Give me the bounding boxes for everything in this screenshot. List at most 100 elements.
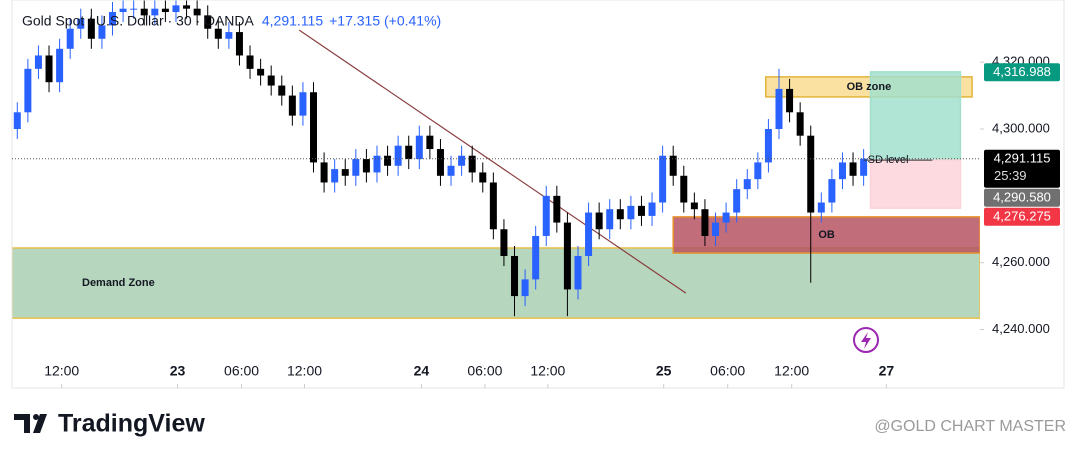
candle-body [542,195,550,236]
candle-body [193,8,201,16]
price-badge-label: 4,291.115 [994,151,1051,166]
candle-body [690,202,698,210]
candle-body [66,28,74,49]
candle-body [299,92,307,116]
price-badge [984,63,1060,82]
candle-body [764,128,772,163]
candle-body [701,209,709,236]
candle-body [838,162,846,180]
price-badge [984,188,1060,207]
candle-body [574,255,582,290]
candle-body [426,135,434,150]
last-price: 4,291.115 [262,13,323,29]
x-tick-label: 12:00 [287,363,322,379]
candle-body [352,159,360,176]
candle-body [140,8,148,16]
brand: TradingView [58,410,205,438]
zone-label: OB zone [847,81,892,93]
candle-body [563,222,571,290]
plot-area [12,0,980,319]
candle-body [669,155,677,176]
y-tick-label: 4,240.000 [992,321,1050,336]
candle-body [225,32,233,39]
candle-body [98,25,106,39]
candle-body [267,75,275,86]
watermark: @GOLD CHART MASTER [874,418,1066,435]
zone [869,159,962,209]
candle-body [56,48,64,83]
tradingview-logo [14,414,47,433]
candle-body [722,212,730,223]
x-tick-label: 23 [170,363,186,379]
price-change: +17.315 (+0.41%) [329,13,441,29]
x-tick-label: 27 [879,363,895,379]
candle-body [394,145,402,166]
candle-body [860,158,868,176]
candle-body [489,182,497,230]
candle-body [532,235,540,280]
candle-body [130,8,138,10]
price-badge-timer: 25:39 [994,168,1027,183]
candle-body [775,88,783,129]
candle-body [648,202,656,216]
candle-body [500,229,508,256]
x-tick-label: 24 [414,363,430,379]
zone [869,71,962,161]
candle-body [637,205,645,216]
candle-body [214,28,222,39]
candle-body [119,8,127,13]
x-tick-label: 12:00 [530,363,565,379]
candle-body [257,68,265,76]
candle-body [521,279,529,297]
x-tick-label: 06:00 [467,363,502,379]
x-tick-label: 12:00 [44,363,79,379]
x-tick-label: 06:00 [710,363,745,379]
candle-body [384,155,392,166]
x-tick-label: 12:00 [774,363,809,379]
zone-label: OB [818,229,835,241]
candle-body [161,8,169,13]
candle-body [616,209,624,220]
x-tick-label: 25 [656,363,672,379]
candle-body [595,212,603,230]
candle-body [246,55,254,69]
y-tick-label: 4,300.000 [992,120,1050,135]
candle-body [479,172,487,183]
candle-body [288,95,296,116]
candle-body [235,32,243,56]
candle-body [151,8,159,16]
price-badge [984,207,1060,226]
candle-body [786,88,794,113]
candle-body [34,55,42,69]
zone [672,216,980,254]
candle-body [362,159,370,173]
candle-body [733,189,741,213]
candle-body [627,205,635,220]
candle-body [828,179,836,203]
candle-body [468,155,476,173]
candle-body [849,162,857,176]
candle-body [585,212,593,256]
candle-body [183,5,191,9]
candle-body [204,15,212,29]
sd-level-label: SD level [868,154,909,166]
candle-body [807,135,815,213]
candle-body [278,85,286,96]
price-badge-label: 4,276.275 [993,209,1051,224]
alert-icon[interactable] [853,327,879,353]
candle-body [45,55,53,83]
price-badge [984,149,1060,188]
candle-body [606,209,614,230]
candle-body [754,162,762,180]
candle-body [24,68,32,113]
candle-body [458,155,466,166]
candle-body [320,162,328,183]
candle-body [436,149,444,176]
zone [12,247,980,319]
candle-body [13,112,21,129]
candle-body [373,155,381,173]
candle-body [331,169,339,183]
frame [11,0,1065,389]
candle-body [87,18,95,39]
